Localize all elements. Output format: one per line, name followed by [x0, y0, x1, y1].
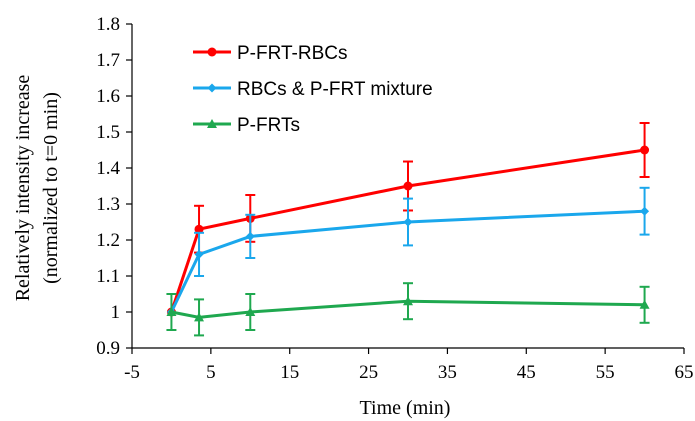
x-tick-label: 55: [596, 362, 615, 383]
data-point: [640, 206, 650, 216]
legend-entry-3: P-FRTs: [193, 115, 300, 136]
y-tick-label: 1.5: [96, 122, 120, 143]
legend-marker: [207, 83, 217, 93]
y-axis-label-line1: Relatively intensity increase: [12, 75, 34, 302]
y-tick-label: 1.1: [96, 266, 120, 287]
data-point: [166, 307, 177, 316]
series-2: [166, 186, 650, 317]
legend-label: P-FRT-RBCs: [237, 43, 347, 64]
legend-entry-2: RBCs & P-FRT mixture: [193, 79, 433, 100]
data-point: [194, 312, 205, 322]
data-point: [403, 181, 413, 191]
legend-marker: [207, 47, 217, 57]
data-point: [245, 307, 256, 316]
axes: 0.9 1 1.1 1.2 1.3 1.4 1.5 1.6 1.7 1.8 -5 5 15 25 35 45 5…: [96, 14, 693, 383]
y-tick-label: 1: [111, 302, 121, 323]
data-point: [245, 231, 255, 241]
x-tick-label: 15: [280, 362, 299, 383]
y-tick-label: 1.4: [96, 158, 120, 179]
x-tick-label: 5: [206, 362, 216, 383]
legend-entry-1: P-FRT-RBCs: [193, 43, 347, 64]
series-3: [166, 282, 650, 337]
legend-marker: [207, 119, 217, 128]
x-tick-label: 65: [675, 362, 694, 383]
y-tick-label: 1.3: [96, 194, 120, 215]
y-tick-label: 1.7: [96, 50, 120, 71]
x-tick-label: -5: [124, 362, 140, 383]
series-layer: [166, 122, 650, 337]
data-point: [640, 145, 650, 155]
data-point: [403, 296, 413, 306]
x-tick-label: 25: [359, 362, 378, 383]
y-tick-label: 1.8: [96, 14, 120, 35]
y-tick-label: 1.2: [96, 230, 120, 251]
y-axis-label-line2: (normalized to t=0 min): [40, 92, 62, 284]
data-point: [194, 249, 204, 259]
legend-label: P-FRTs: [237, 115, 300, 136]
legend-label: RBCs & P-FRT mixture: [237, 79, 433, 100]
y-tick-label: 0.9: [96, 338, 120, 359]
data-point: [403, 217, 413, 227]
y-tick-label: 1.6: [96, 86, 120, 107]
x-axis-label: Time (min): [360, 397, 451, 419]
data-point: [194, 224, 204, 234]
legend: P-FRT-RBCs RBCs & P-FRT mixture P-FRTs: [193, 43, 433, 136]
data-point: [639, 299, 650, 309]
x-tick-label: 45: [517, 362, 536, 383]
x-tick-label: 35: [438, 362, 457, 383]
